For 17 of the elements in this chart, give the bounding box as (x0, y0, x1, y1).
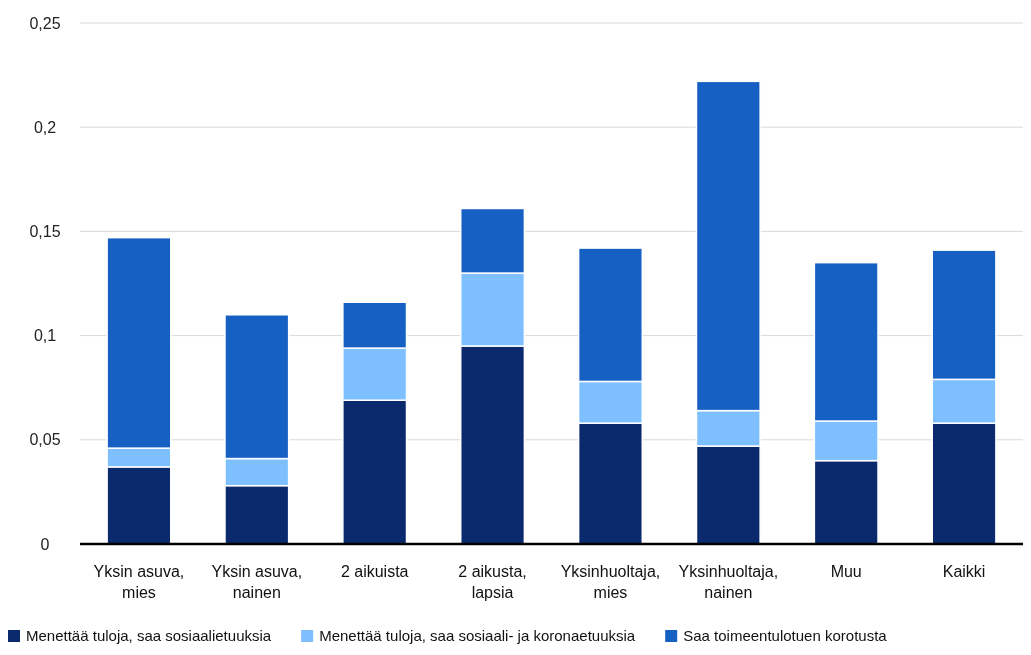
legend-label: Menettää tuloja, saa sosiaalietuuksia (26, 627, 272, 644)
x-tick-label: Yksin asuva, mies (93, 563, 185, 601)
x-tick-label: Yksin asuva, nainen (211, 563, 303, 601)
y-tick-label: 0,25 (29, 14, 61, 32)
y-tick-label: 0,15 (29, 223, 61, 241)
y-tick-label: 0,2 (33, 118, 57, 136)
x-tick-label: Yksinhuoltaja, mies (560, 563, 661, 601)
legend-label: Menettää tuloja, saa sosiaali- ja koronaetuuksia (319, 627, 636, 644)
y-tick-label: 0,05 (29, 431, 61, 449)
y-tick-label: 0 (40, 535, 50, 553)
x-tick-label: Muu (830, 563, 862, 580)
y-tick-label: 0,1 (33, 327, 57, 345)
x-tick-label: Yksinhuoltaja, nainen (678, 563, 779, 601)
x-tick-label: 2 aikusta, lapsia (458, 563, 527, 601)
x-tick-label: 2 aikuista (340, 563, 409, 580)
x-tick-label: Kaikki (942, 563, 986, 580)
legend-label: Saa toimeentulotuen korotusta (683, 627, 888, 644)
